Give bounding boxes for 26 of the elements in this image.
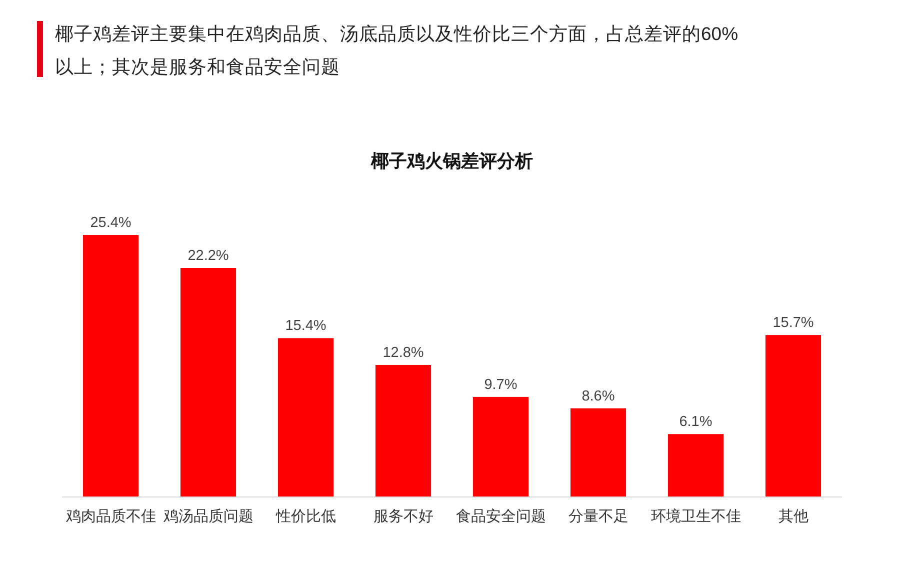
bar bbox=[765, 335, 822, 497]
x-tick-label: 鸡汤品质问题 bbox=[162, 508, 254, 525]
bar bbox=[472, 396, 529, 497]
bar bbox=[668, 434, 724, 497]
data-label: 22.2% bbox=[188, 248, 229, 264]
data-label: 25.4% bbox=[90, 215, 132, 231]
x-tick-label: 环境卫生不佳 bbox=[650, 508, 741, 525]
data-label: 6.1% bbox=[679, 414, 712, 430]
data-label: 8.6% bbox=[582, 388, 615, 404]
chart-title: 椰子鸡火锅差评分析 bbox=[370, 151, 533, 171]
chart-subtitle: 椰子鸡差评主要集中在鸡肉品质、汤底品质以及性价比三个方面，占总差评的60%以上；其次是服务和食品安全问题 bbox=[55, 22, 740, 79]
data-label: 15.7% bbox=[772, 315, 814, 332]
bar bbox=[278, 338, 334, 497]
data-label: 9.7% bbox=[484, 376, 518, 393]
data-label: 15.4% bbox=[285, 318, 326, 334]
x-tick-label: 性价比低 bbox=[274, 508, 336, 525]
x-tick-label: 鸡肉品质不佳 bbox=[64, 508, 156, 525]
x-tick-label: 其他 bbox=[778, 508, 808, 525]
bar bbox=[375, 364, 432, 497]
data-label: 12.8% bbox=[382, 344, 424, 361]
bar bbox=[82, 235, 139, 497]
bar bbox=[570, 408, 626, 497]
x-tick-label: 服务不好 bbox=[373, 508, 434, 525]
bar bbox=[180, 268, 236, 497]
x-tick-label: 分量不足 bbox=[568, 508, 628, 525]
x-tick-label: 食品安全问题 bbox=[456, 508, 546, 525]
